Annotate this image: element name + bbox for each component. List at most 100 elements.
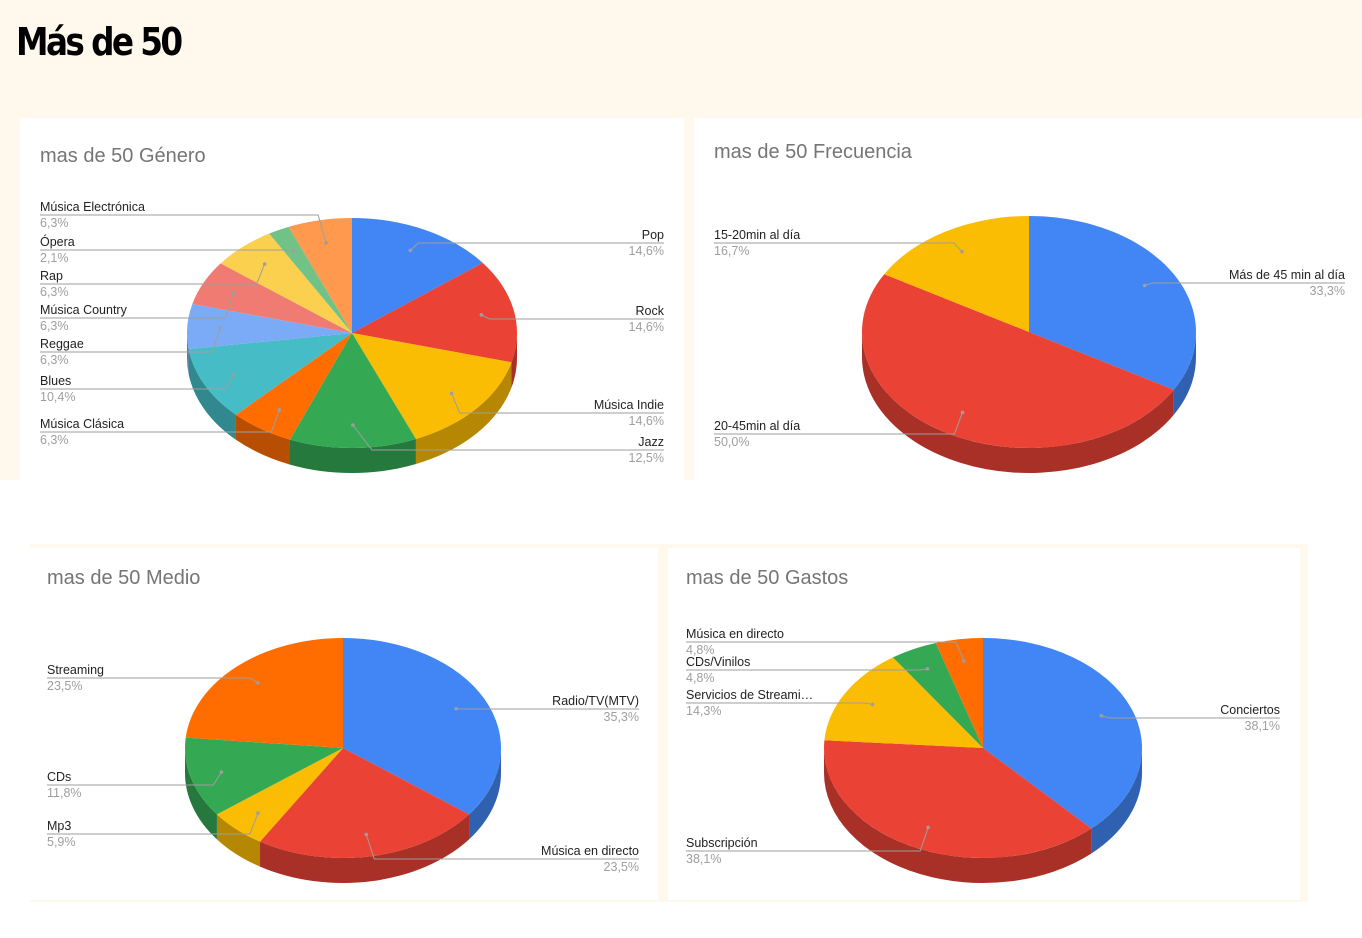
slice-percent: 33,3% bbox=[1309, 284, 1345, 298]
slice-name: Pop bbox=[641, 228, 664, 242]
slice-name: Música Clásica bbox=[40, 417, 125, 431]
leader-dot bbox=[351, 423, 355, 427]
chart-title: mas de 50 Frecuencia bbox=[714, 141, 912, 163]
slice-name: Música Indie bbox=[593, 398, 664, 412]
leader-dot bbox=[479, 313, 484, 317]
pie-slice-musica-electronica[interactable] bbox=[288, 218, 352, 333]
slice-percent: 14,3% bbox=[686, 704, 722, 718]
slice-percent: 16,7% bbox=[714, 244, 750, 258]
slice-name: 15-20min al día bbox=[714, 228, 801, 242]
pie-slice-musica-en-directo[interactable] bbox=[260, 748, 470, 858]
slice-label-musica-country: Música Country 6,3% bbox=[40, 302, 127, 334]
leader-dot bbox=[291, 248, 296, 253]
chart-card-frecuencia: mas de 50 Frecuencia Más de 45 min al dí… bbox=[694, 118, 1362, 480]
leader-line bbox=[365, 834, 639, 860]
leader-line bbox=[40, 249, 294, 252]
leader-line bbox=[686, 827, 929, 852]
pie-slice-rap[interactable] bbox=[220, 233, 352, 333]
pie-slice-mp3[interactable] bbox=[216, 748, 343, 842]
slice-label-jazz: Jazz 12,5% bbox=[629, 434, 664, 466]
leader-dot bbox=[960, 249, 964, 254]
pie-slice-jazz[interactable] bbox=[289, 333, 416, 448]
pie-slice-side-musica-indie bbox=[415, 362, 512, 465]
slice-percent: 50,0% bbox=[714, 435, 750, 449]
leader-line bbox=[40, 263, 266, 285]
chart-title: mas de 50 Medio bbox=[47, 567, 201, 589]
leader-dot bbox=[1099, 713, 1104, 718]
pie-slice-side-subscripcion bbox=[824, 748, 1092, 883]
pie-slice-side-cds bbox=[185, 748, 217, 840]
pie-slice-musica-en-directo[interactable] bbox=[935, 638, 983, 748]
pie-slice-side-conciertos bbox=[1091, 748, 1142, 854]
pie-slice-side-musica-en-directo bbox=[260, 814, 470, 883]
chart-card-genero: mas de 50 Género Pop 14,6% Rock 14,6% Música… bbox=[20, 122, 684, 480]
leader-line bbox=[40, 409, 280, 433]
leader-line bbox=[686, 641, 965, 662]
slice-percent: 23,5% bbox=[47, 679, 83, 693]
pie-slice-cds-vinilos[interactable] bbox=[892, 642, 983, 748]
pie-slice-musica-indie[interactable] bbox=[352, 333, 512, 440]
slice-label-blues: Blues 10,4% bbox=[40, 373, 75, 405]
slice-label-musica-electronica: Música Electrónica 6,3% bbox=[40, 199, 145, 231]
slice-label-pop: Pop 14,6% bbox=[629, 227, 664, 259]
leader-dot bbox=[232, 372, 236, 377]
pie-chart-medio bbox=[47, 638, 639, 883]
pie-slice-reggae[interactable] bbox=[187, 303, 352, 349]
pie-slice-blues[interactable] bbox=[188, 333, 352, 415]
slice-percent: 38,1% bbox=[1244, 719, 1280, 733]
slice-percent: 38,1% bbox=[686, 852, 722, 866]
slice-name: Rock bbox=[635, 304, 664, 318]
pie-slice-musica-country[interactable] bbox=[192, 263, 352, 333]
header-band bbox=[0, 0, 1362, 118]
leader-line bbox=[352, 424, 664, 451]
background-strip bbox=[0, 118, 20, 480]
pie-slice-subscripcion[interactable] bbox=[824, 740, 1092, 858]
slice-name: CDs bbox=[47, 770, 72, 784]
leader-line bbox=[686, 702, 873, 705]
pie-slice-side-20-45min-al-dia bbox=[862, 332, 1174, 473]
slice-label-rap: Rap 6,3% bbox=[40, 268, 69, 300]
pie-slice-side-mas-de-45-min-al-dia bbox=[1173, 332, 1196, 415]
slice-name: Música en directo bbox=[686, 627, 784, 641]
leader-line bbox=[451, 393, 664, 414]
pie-slice-rock[interactable] bbox=[352, 262, 517, 363]
pie-slice-servicios-de-streami[interactable] bbox=[824, 657, 983, 748]
pie-slice-20-45min-al-dia[interactable] bbox=[862, 274, 1174, 448]
slice-name: Streaming bbox=[47, 663, 104, 677]
slice-label-radio-tv-mtv: Radio/TV(MTV) 35,3% bbox=[552, 693, 639, 725]
leader-dot bbox=[256, 811, 260, 815]
slice-label-conciertos: Conciertos 38,1% bbox=[1220, 702, 1280, 734]
pie-slice-radio-tv-mtv[interactable] bbox=[343, 638, 501, 815]
page-title: Más de 50 bbox=[16, 20, 183, 64]
slice-name: Reggae bbox=[40, 337, 84, 351]
slice-percent: 23,5% bbox=[603, 860, 639, 874]
leader-dot bbox=[870, 702, 875, 707]
slice-percent: 6,3% bbox=[40, 353, 69, 367]
slice-name: Conciertos bbox=[1220, 703, 1280, 717]
leader-line bbox=[1101, 715, 1280, 719]
slice-percent: 2,1% bbox=[40, 251, 69, 265]
leader-line bbox=[714, 412, 963, 435]
slice-label-servicios-de-streami: Servicios de Streami… 14,3% bbox=[686, 687, 813, 719]
chart-title: mas de 50 Gastos bbox=[686, 567, 849, 589]
slice-percent: 10,4% bbox=[40, 390, 76, 404]
pie-slice-musica-clasica[interactable] bbox=[235, 333, 352, 440]
leader-dot bbox=[256, 681, 260, 685]
pie-slice-opera[interactable] bbox=[269, 226, 352, 333]
pie-slice-pop[interactable] bbox=[352, 218, 483, 333]
pie-slice-cds[interactable] bbox=[185, 737, 343, 815]
pie-slice-mas-de-45-min-al-dia[interactable] bbox=[1029, 216, 1196, 390]
pie-slice-15-20min-al-dia[interactable] bbox=[884, 216, 1029, 332]
slice-label-mp3: Mp3 5,9% bbox=[47, 818, 76, 850]
pie-slice-streaming[interactable] bbox=[185, 638, 343, 748]
pie-slice-conciertos[interactable] bbox=[983, 638, 1142, 829]
slice-percent: 6,3% bbox=[40, 216, 69, 230]
slice-name: CDs/Vinilos bbox=[686, 655, 751, 669]
slice-name: Ópera bbox=[40, 235, 75, 249]
pie-slice-side-mp3 bbox=[216, 814, 261, 867]
slice-name: Radio/TV(MTV) bbox=[552, 694, 639, 708]
leader-line bbox=[40, 327, 221, 353]
pie-slice-side-radio-tv-mtv bbox=[469, 748, 501, 840]
leader-dot bbox=[925, 667, 930, 671]
leader-line bbox=[40, 292, 234, 319]
